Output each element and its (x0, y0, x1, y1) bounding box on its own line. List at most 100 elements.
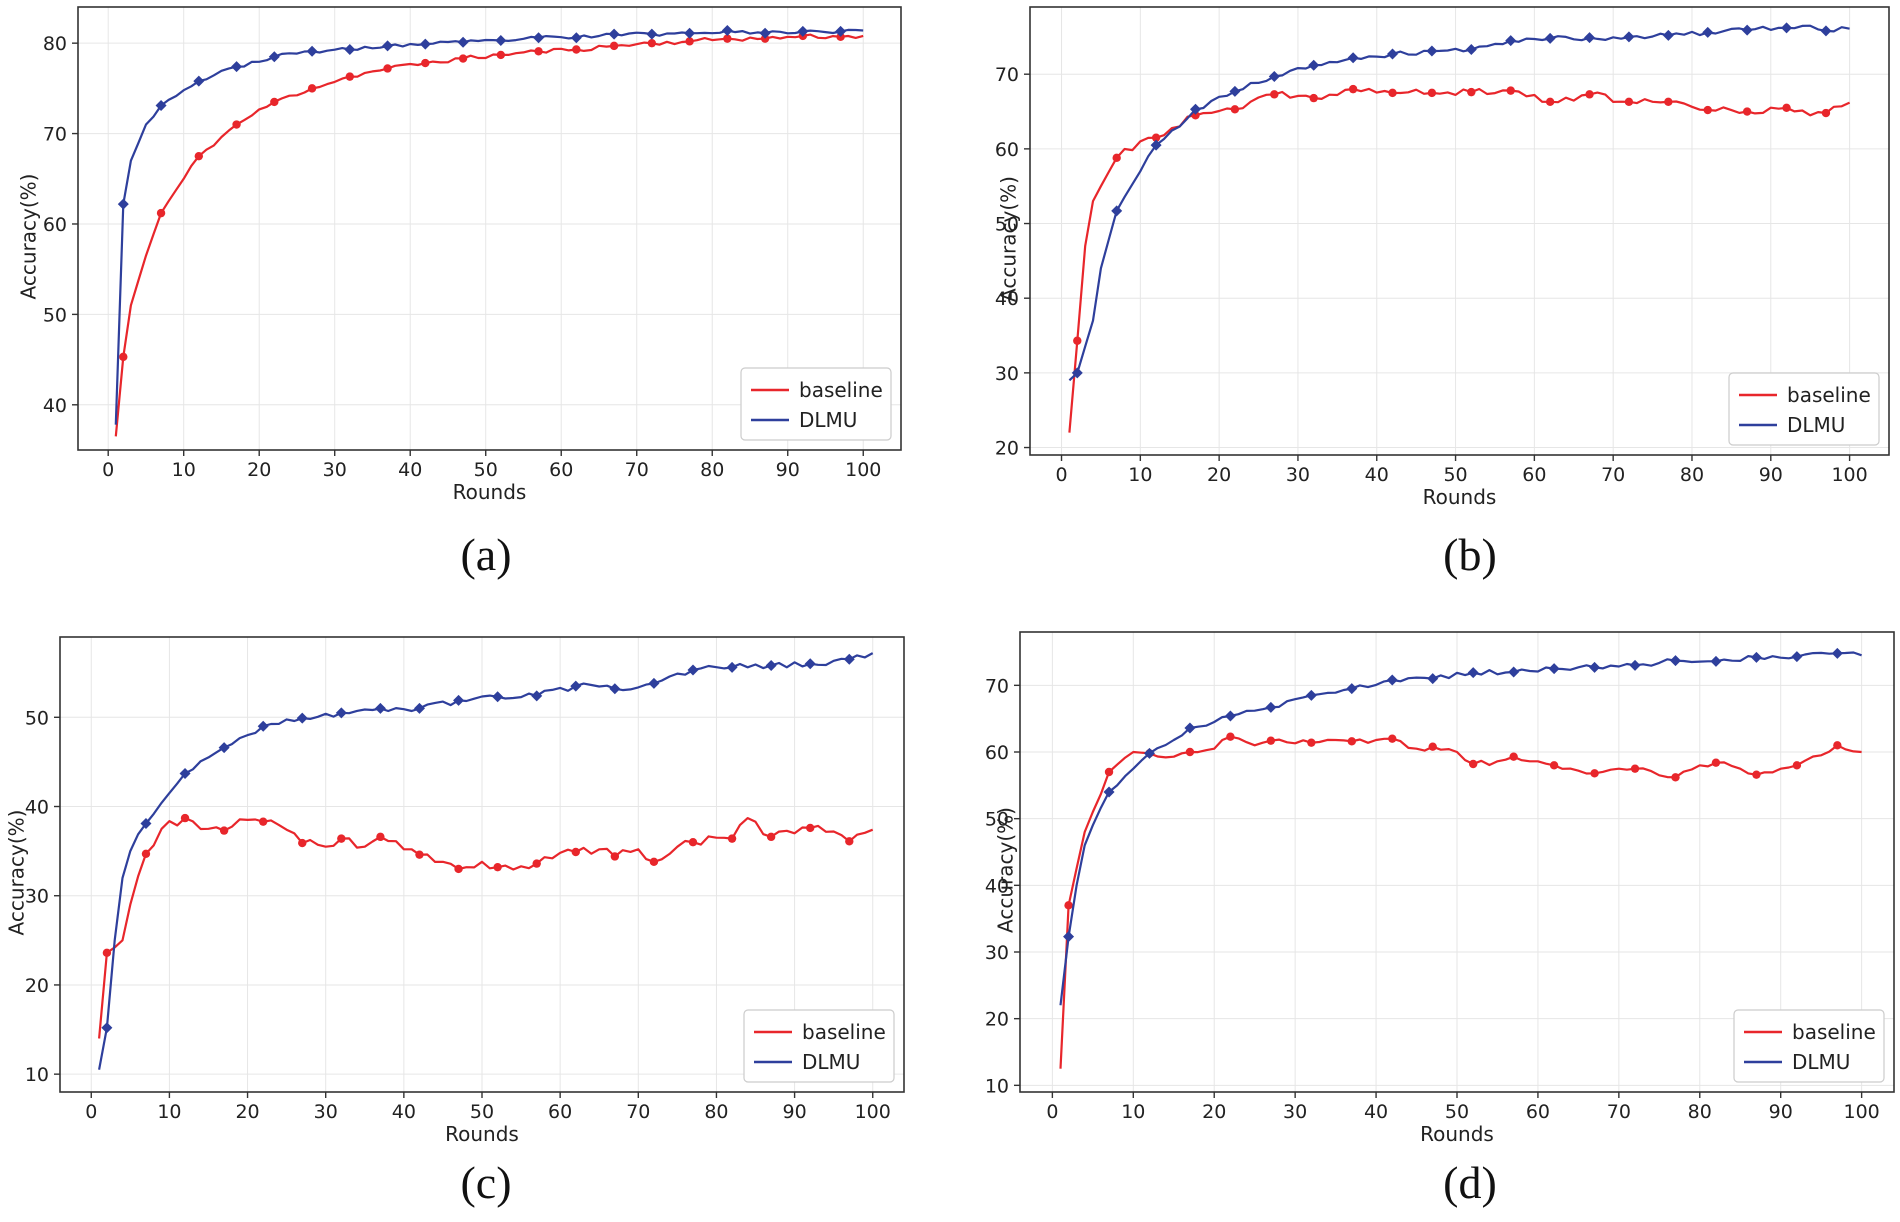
legend-label-baseline: baseline (1792, 1020, 1876, 1044)
data-point-baseline (376, 832, 385, 842)
data-point-baseline (571, 847, 580, 857)
legend-box (743, 1009, 895, 1083)
x-axis-label: Rounds (1420, 1122, 1494, 1146)
data-point-baseline (156, 208, 166, 218)
panel-caption: (a) (460, 529, 511, 580)
data-point-dlmu (1702, 26, 1714, 38)
data-point-baseline (1073, 336, 1082, 345)
data-point-baseline (1388, 88, 1397, 98)
data-point-baseline (219, 826, 229, 835)
data-point-baseline (1468, 759, 1478, 769)
series-line-dlmu (114, 28, 864, 425)
plot-frame (1029, 6, 1890, 456)
x-tick-label: 100 (1831, 464, 1867, 486)
y-tick-label: 60 (995, 139, 1019, 161)
legend-label-dlmu: DLMU (799, 408, 857, 432)
data-point-baseline (532, 859, 541, 868)
legend-label-dlmu: DLMU (802, 1050, 860, 1074)
data-point-dlmu (1750, 651, 1762, 663)
data-point-baseline (1664, 97, 1673, 107)
data-point-dlmu (419, 38, 431, 50)
x-tick-label: 70 (626, 1101, 650, 1123)
data-point-baseline (647, 38, 657, 48)
data-point-dlmu (684, 27, 696, 39)
data-point-dlmu (843, 653, 855, 665)
x-axis-label: Rounds (453, 480, 527, 504)
data-point-baseline (1792, 761, 1802, 770)
x-tick-label: 10 (1128, 464, 1152, 486)
data-point-dlmu (1670, 655, 1681, 667)
data-point-dlmu (117, 198, 129, 210)
y-tick-label: 40 (43, 395, 67, 417)
data-point-baseline (534, 47, 543, 56)
y-tick-label: 40 (985, 875, 1009, 897)
data-point-dlmu (344, 43, 356, 55)
x-tick-label: 0 (1046, 1101, 1058, 1123)
data-point-baseline (1388, 734, 1397, 743)
data-point-dlmu (495, 34, 507, 46)
data-point-baseline (141, 849, 151, 858)
x-tick-label: 40 (398, 459, 422, 481)
y-tick-label: 30 (995, 363, 1019, 385)
data-point-dlmu (155, 100, 167, 112)
x-tick-label: 70 (1601, 464, 1625, 486)
data-point-baseline (1185, 747, 1195, 757)
data-point-dlmu (1265, 701, 1277, 713)
data-point-baseline (421, 58, 430, 68)
data-point-baseline (232, 120, 241, 129)
x-tick-label: 100 (1843, 1101, 1879, 1123)
y-axis-label: Accuracy(%) (997, 176, 1021, 302)
data-point-baseline (270, 97, 279, 107)
x-tick-label: 80 (1688, 1101, 1712, 1123)
data-point-baseline (337, 834, 346, 843)
data-point-dlmu (1791, 651, 1803, 663)
x-tick-label: 40 (392, 1101, 416, 1123)
data-point-dlmu (1143, 747, 1155, 759)
data-point-baseline (1427, 88, 1437, 98)
data-point-baseline (1703, 105, 1712, 115)
data-point-baseline (1833, 741, 1842, 750)
data-point-dlmu (453, 694, 465, 706)
data-point-baseline (1428, 742, 1437, 751)
data-point-baseline (102, 948, 112, 958)
x-tick-label: 40 (1364, 1101, 1388, 1123)
data-point-dlmu (804, 658, 816, 670)
legend: baseline DLMU (740, 367, 892, 441)
data-point-baseline (845, 837, 854, 846)
x-tick-label: 20 (247, 459, 271, 481)
legend-label-baseline: baseline (1787, 383, 1871, 407)
data-point-dlmu (1347, 52, 1359, 64)
x-tick-label: 10 (172, 459, 196, 481)
data-point-baseline (610, 852, 620, 861)
data-point-dlmu (1589, 661, 1601, 673)
x-tick-label: 60 (1526, 1101, 1550, 1123)
y-tick-label: 70 (43, 124, 67, 146)
x-tick-label: 20 (1202, 1101, 1226, 1123)
y-tick-label: 70 (985, 675, 1009, 697)
chart-panel-a: 0 10 20 30 40 50 60 70 80 90 100 40 50 60 70 80 Rounds Ac… (17, 6, 902, 580)
data-point-baseline (1821, 108, 1831, 118)
x-tick-label: 0 (102, 459, 114, 481)
x-tick-label: 40 (1365, 464, 1389, 486)
data-point-dlmu (1189, 103, 1201, 115)
y-tick-label: 50 (995, 214, 1019, 236)
x-axis-label: Rounds (445, 1122, 519, 1146)
data-point-dlmu (765, 660, 777, 672)
data-point-baseline (1270, 90, 1279, 99)
data-point-baseline (1307, 738, 1316, 747)
plot-frame (77, 6, 902, 451)
y-tick-label: 20 (995, 438, 1019, 460)
data-point-dlmu (335, 707, 347, 719)
data-point-dlmu (268, 51, 280, 63)
data-point-dlmu (382, 40, 394, 52)
y-tick-label: 40 (995, 288, 1019, 310)
y-tick-label: 50 (985, 809, 1009, 831)
data-point-baseline (458, 54, 468, 63)
data-point-baseline (1104, 767, 1114, 777)
data-point-dlmu (726, 661, 738, 673)
chart-panel-c: 0 10 20 30 40 50 60 70 80 90 1001020304050RoundsAc… (5, 636, 905, 1208)
x-tick-label: 60 (549, 459, 573, 481)
panel-caption: (c) (460, 1157, 511, 1208)
x-tick-label: 20 (1207, 464, 1231, 486)
data-point-dlmu (1268, 70, 1280, 82)
